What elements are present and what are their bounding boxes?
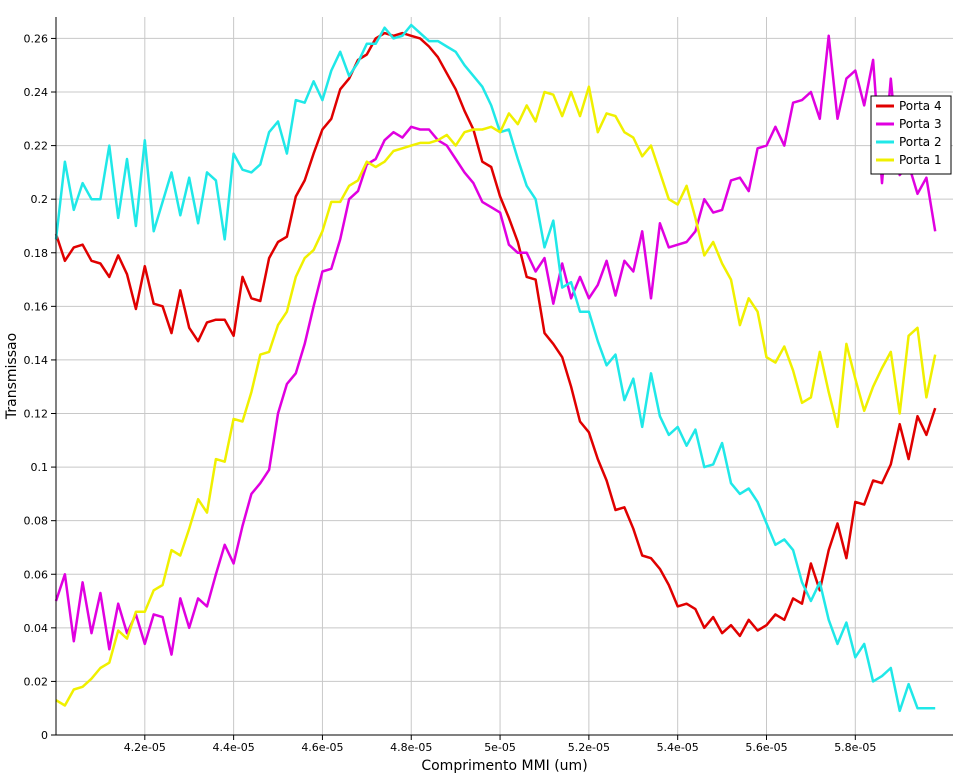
legend-label: Porta 1: [899, 153, 942, 167]
x-tick-label: 4.4e-05: [213, 741, 255, 754]
y-tick-label: 0.2: [31, 193, 49, 206]
x-tick-label: 4.8e-05: [390, 741, 432, 754]
x-tick-label: 4.6e-05: [301, 741, 343, 754]
series-line-porta-2: [54, 23, 936, 713]
legend-label: Porta 4: [899, 99, 942, 113]
x-tick-label: 5e-05: [484, 741, 516, 754]
y-tick-label: 0.16: [24, 300, 49, 313]
y-tick-label: 0.1: [31, 461, 49, 474]
legend-label: Porta 2: [899, 135, 942, 149]
x-axis-label: Comprimento MMI (um): [421, 758, 587, 774]
grid: [56, 17, 953, 736]
y-tick-label: 0.18: [24, 247, 49, 260]
series-line-porta-3: [54, 34, 937, 656]
x-tick-label: 5.6e-05: [745, 741, 787, 754]
y-axis-ticks: 0 0.02 0.04 0.06 0.08 0.1 0.12 0.14 0.16 0.18 0.2 0…: [24, 32, 56, 742]
legend: Porta 4 Porta 3 Porta 2 Porta 1: [870, 95, 952, 175]
x-axis-ticks: 4.2e-05 4.4e-05 4.6e-05 4.8e-05 5e-05 5.2e-05…: [124, 735, 876, 754]
legend-label: Porta 3: [899, 117, 942, 131]
y-tick-label: 0.06: [24, 568, 49, 581]
y-tick-label: 0: [41, 729, 48, 742]
y-tick-label: 0.22: [24, 140, 49, 153]
x-tick-label: 5.2e-05: [568, 741, 610, 754]
x-tick-label: 4.2e-05: [124, 741, 166, 754]
y-tick-label: 0.02: [24, 675, 49, 688]
y-tick-label: 0.26: [24, 32, 49, 45]
series-line-porta-4: [54, 31, 937, 638]
y-tick-label: 0.08: [24, 515, 49, 528]
y-tick-label: 0.04: [24, 622, 49, 635]
axes: [55, 17, 953, 736]
y-tick-label: 0.14: [24, 354, 49, 367]
y-axis-label: Transmissao: [4, 333, 20, 420]
x-tick-label: 5.4e-05: [657, 741, 699, 754]
y-tick-label: 0.24: [24, 86, 49, 99]
series-lines: [54, 23, 937, 713]
series-line-porta-1: [55, 85, 937, 707]
y-tick-label: 0.12: [24, 408, 49, 421]
x-tick-label: 5.8e-05: [834, 741, 876, 754]
